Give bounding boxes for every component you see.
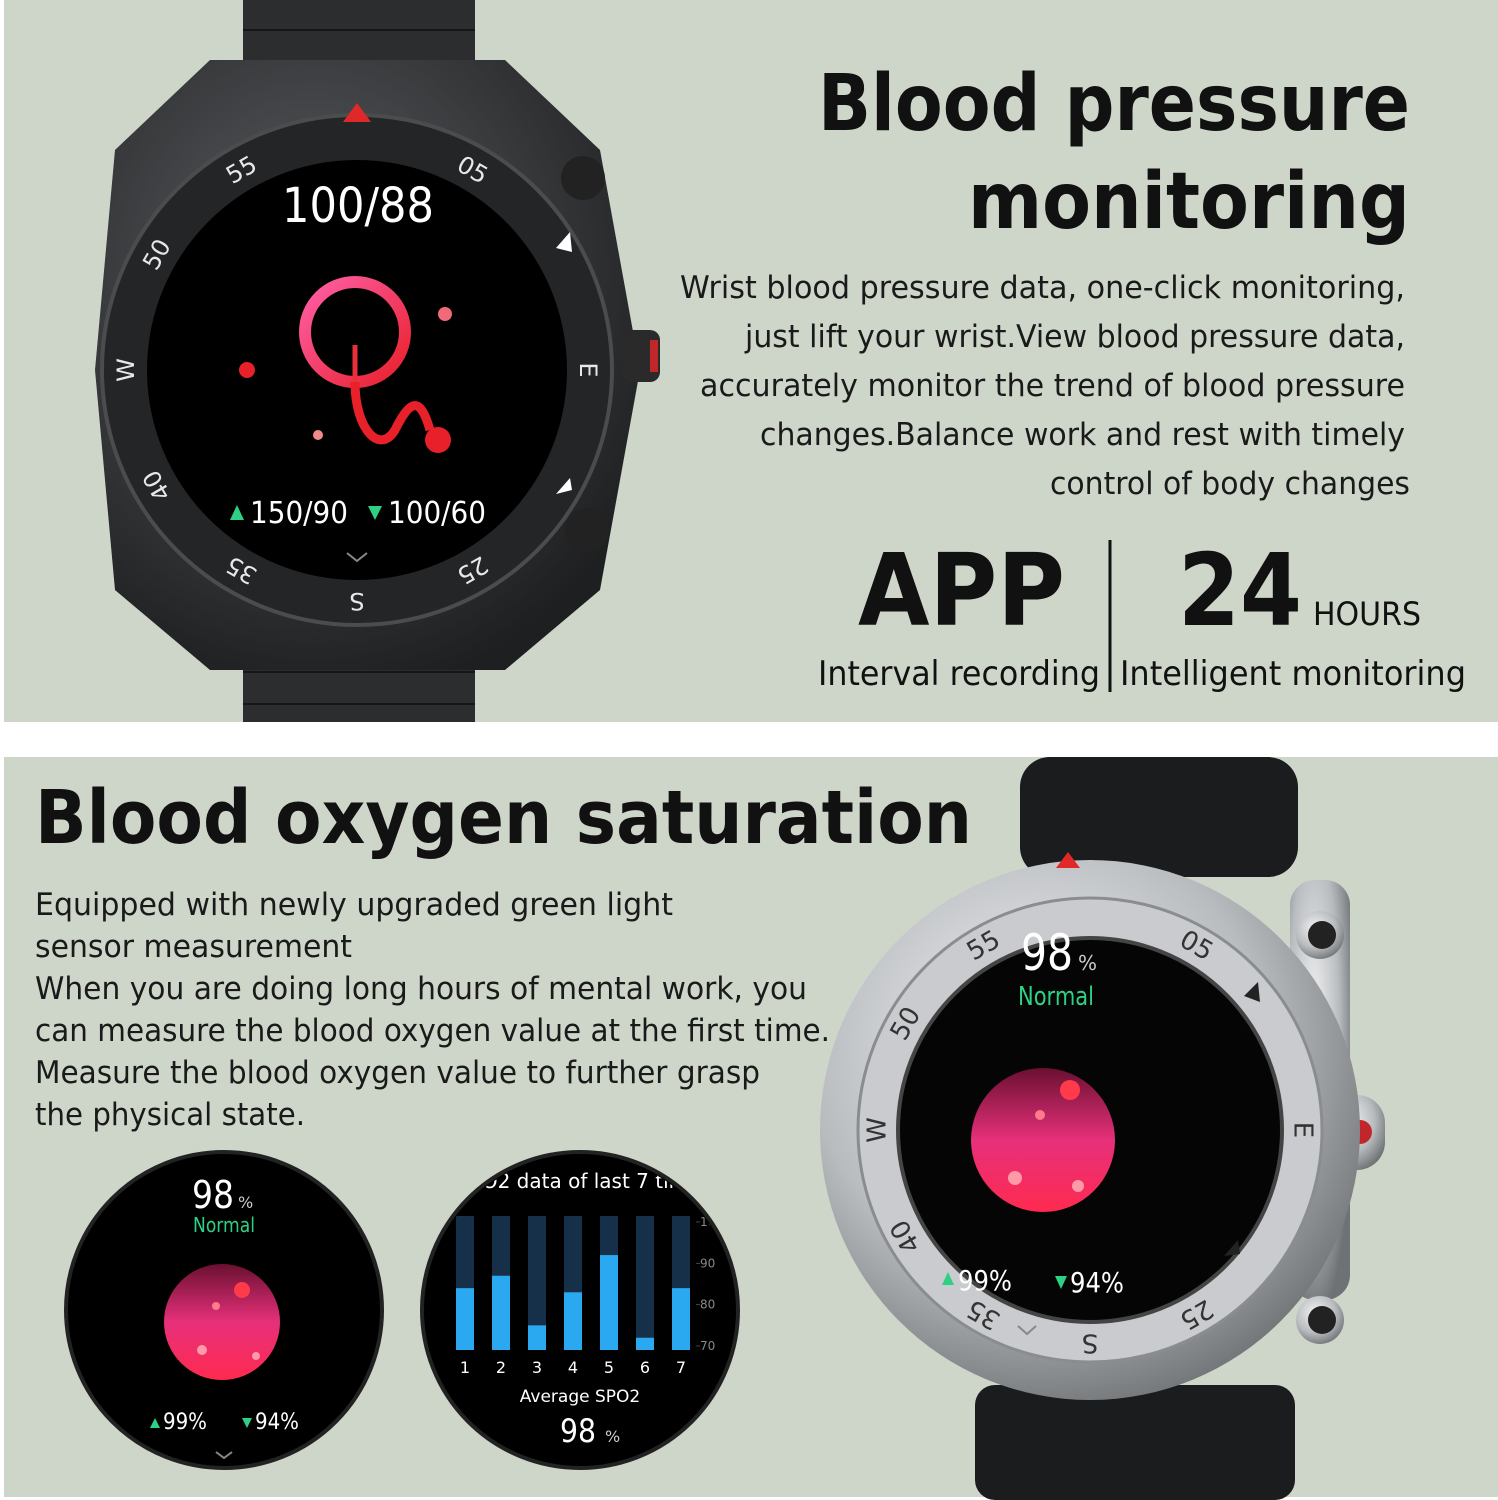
watch-high: 99% <box>958 1264 1012 1297</box>
watch-reading: 100/88 <box>282 178 434 234</box>
watch-low: 94% <box>255 1410 299 1435</box>
watch-high: 99% <box>163 1410 207 1435</box>
watch-high: 150/90 <box>250 496 348 531</box>
title: Blood oxygen saturation <box>35 775 972 861</box>
y-tick-label: 70 <box>700 1339 715 1353</box>
description: accurately monitor the trend of blood pr… <box>700 368 1405 404</box>
bar-track <box>636 1216 654 1350</box>
bar <box>600 1255 618 1350</box>
x-tick-label: 5 <box>604 1358 614 1377</box>
title: monitoring <box>968 157 1410 247</box>
bezel-label: W <box>112 358 140 382</box>
watch-value: 98 <box>1021 924 1073 982</box>
watch-status: Normal <box>1018 982 1094 1012</box>
title: Blood pressure <box>818 59 1410 149</box>
y-tick-label: 90 <box>700 1256 715 1270</box>
watch-low: 94% <box>1070 1266 1124 1299</box>
bar <box>492 1275 510 1350</box>
description: sensor measurement <box>35 929 352 965</box>
stat-value: 24 <box>1178 532 1302 649</box>
top-watch <box>95 0 660 722</box>
bar-track <box>528 1216 546 1350</box>
y-tick-label: 80 <box>700 1298 715 1312</box>
stat-label: Intelligent monitoring <box>1120 654 1466 694</box>
x-tick-label: 2 <box>496 1358 506 1377</box>
description: can measure the blood oxygen value at th… <box>35 1013 830 1049</box>
watch-value: 98 <box>192 1173 234 1217</box>
watch-status: Normal <box>193 1213 255 1237</box>
chart-average: 98 <box>560 1412 596 1450</box>
description: Wrist blood pressure data, one-click mon… <box>680 270 1405 306</box>
spo2-chart: O2 data of last 7 tim7080901001234567Ave… <box>456 1169 723 1450</box>
description: changes.Balance work and rest with timel… <box>760 417 1405 453</box>
x-tick-label: 3 <box>532 1358 542 1377</box>
watch-unit: % <box>1078 951 1097 975</box>
bezel-label: E <box>1288 1122 1318 1138</box>
stat-value: APP <box>858 532 1065 649</box>
x-tick-label: 1 <box>460 1358 470 1377</box>
description: the physical state. <box>35 1097 305 1133</box>
bezel-label: W <box>863 1117 893 1143</box>
description: just lift your wrist.View blood pressure… <box>744 319 1405 355</box>
description: Equipped with newly upgraded green light <box>35 887 673 923</box>
bottom-watch <box>820 757 1385 1500</box>
bar <box>636 1337 654 1350</box>
description: Measure the blood oxygen value to furthe… <box>35 1055 760 1091</box>
watch-unit: % <box>238 1193 253 1212</box>
stat-unit: HOURS <box>1313 595 1421 633</box>
bezel-label: S <box>1082 1328 1099 1358</box>
chart-caption: Average SPO2 <box>520 1387 640 1407</box>
x-tick-label: 6 <box>640 1358 650 1377</box>
bezel-label: E <box>574 362 602 377</box>
bar <box>672 1288 690 1350</box>
bar <box>528 1325 546 1350</box>
bar <box>456 1288 474 1350</box>
x-tick-label: 4 <box>568 1358 578 1377</box>
description: When you are doing long hours of mental … <box>35 971 807 1007</box>
bezel-label: S <box>349 587 364 615</box>
bar <box>564 1292 582 1350</box>
chart-average-unit: % <box>605 1427 620 1446</box>
description: control of body changes <box>1050 466 1410 502</box>
mini-watch <box>64 1150 384 1470</box>
stat-label: Interval recording <box>818 654 1100 694</box>
x-tick-label: 7 <box>676 1358 686 1377</box>
watch-low: 100/60 <box>388 496 486 531</box>
